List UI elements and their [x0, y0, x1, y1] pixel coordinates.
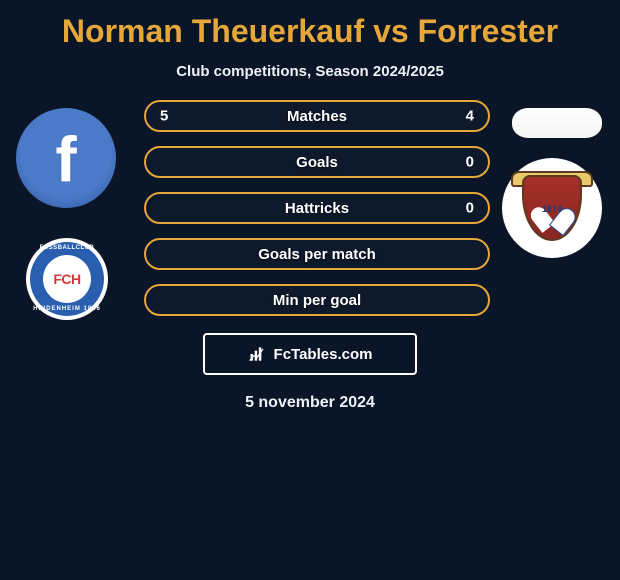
stat-label: Goals per match	[258, 246, 376, 263]
club-left-icon: FUSSBALLCLUB FCH HEIDENHEIM 1846	[30, 242, 104, 316]
club-left-badge: FUSSBALLCLUB FCH HEIDENHEIM 1846	[26, 238, 108, 320]
brand-box: FcTables.com	[203, 333, 417, 375]
stat-pills: 5 Matches 4 Goals 0 Hattricks 0 Goals pe…	[144, 100, 490, 330]
bars-icon	[248, 344, 268, 364]
stat-right-value: 0	[466, 200, 474, 217]
snapshot-date: 5 november 2024	[8, 394, 612, 412]
brand-text: FcTables.com	[274, 346, 373, 363]
stat-row: 5 Matches 4	[144, 100, 490, 132]
stat-label: Matches	[287, 108, 347, 125]
stat-right-value: 0	[466, 154, 474, 171]
stat-row: Goals per match	[144, 238, 490, 270]
facebook-icon: f	[16, 108, 116, 208]
stage: f FUSSBALLCLUB FCH HEIDENHEIM 1846 H M F…	[8, 108, 612, 448]
stat-label: Min per goal	[273, 292, 361, 309]
stat-label: Hattricks	[285, 200, 349, 217]
club-right-badge: H M F C 1874	[502, 158, 602, 258]
stat-right-value: 4	[466, 108, 474, 125]
stat-label: Goals	[296, 154, 338, 171]
player-left-avatar: f	[16, 108, 116, 208]
subtitle: Club competitions, Season 2024/2025	[8, 63, 612, 80]
stat-row: Hattricks 0	[144, 192, 490, 224]
stat-row: Min per goal	[144, 284, 490, 316]
player-right-avatar	[512, 108, 602, 138]
comparison-card: Norman Theuerkauf vs Forrester Club comp…	[0, 0, 620, 448]
stat-row: Goals 0	[144, 146, 490, 178]
page-title: Norman Theuerkauf vs Forrester	[8, 14, 612, 49]
stat-left-value: 5	[160, 108, 168, 125]
club-right-icon: H M F C 1874	[517, 171, 587, 245]
